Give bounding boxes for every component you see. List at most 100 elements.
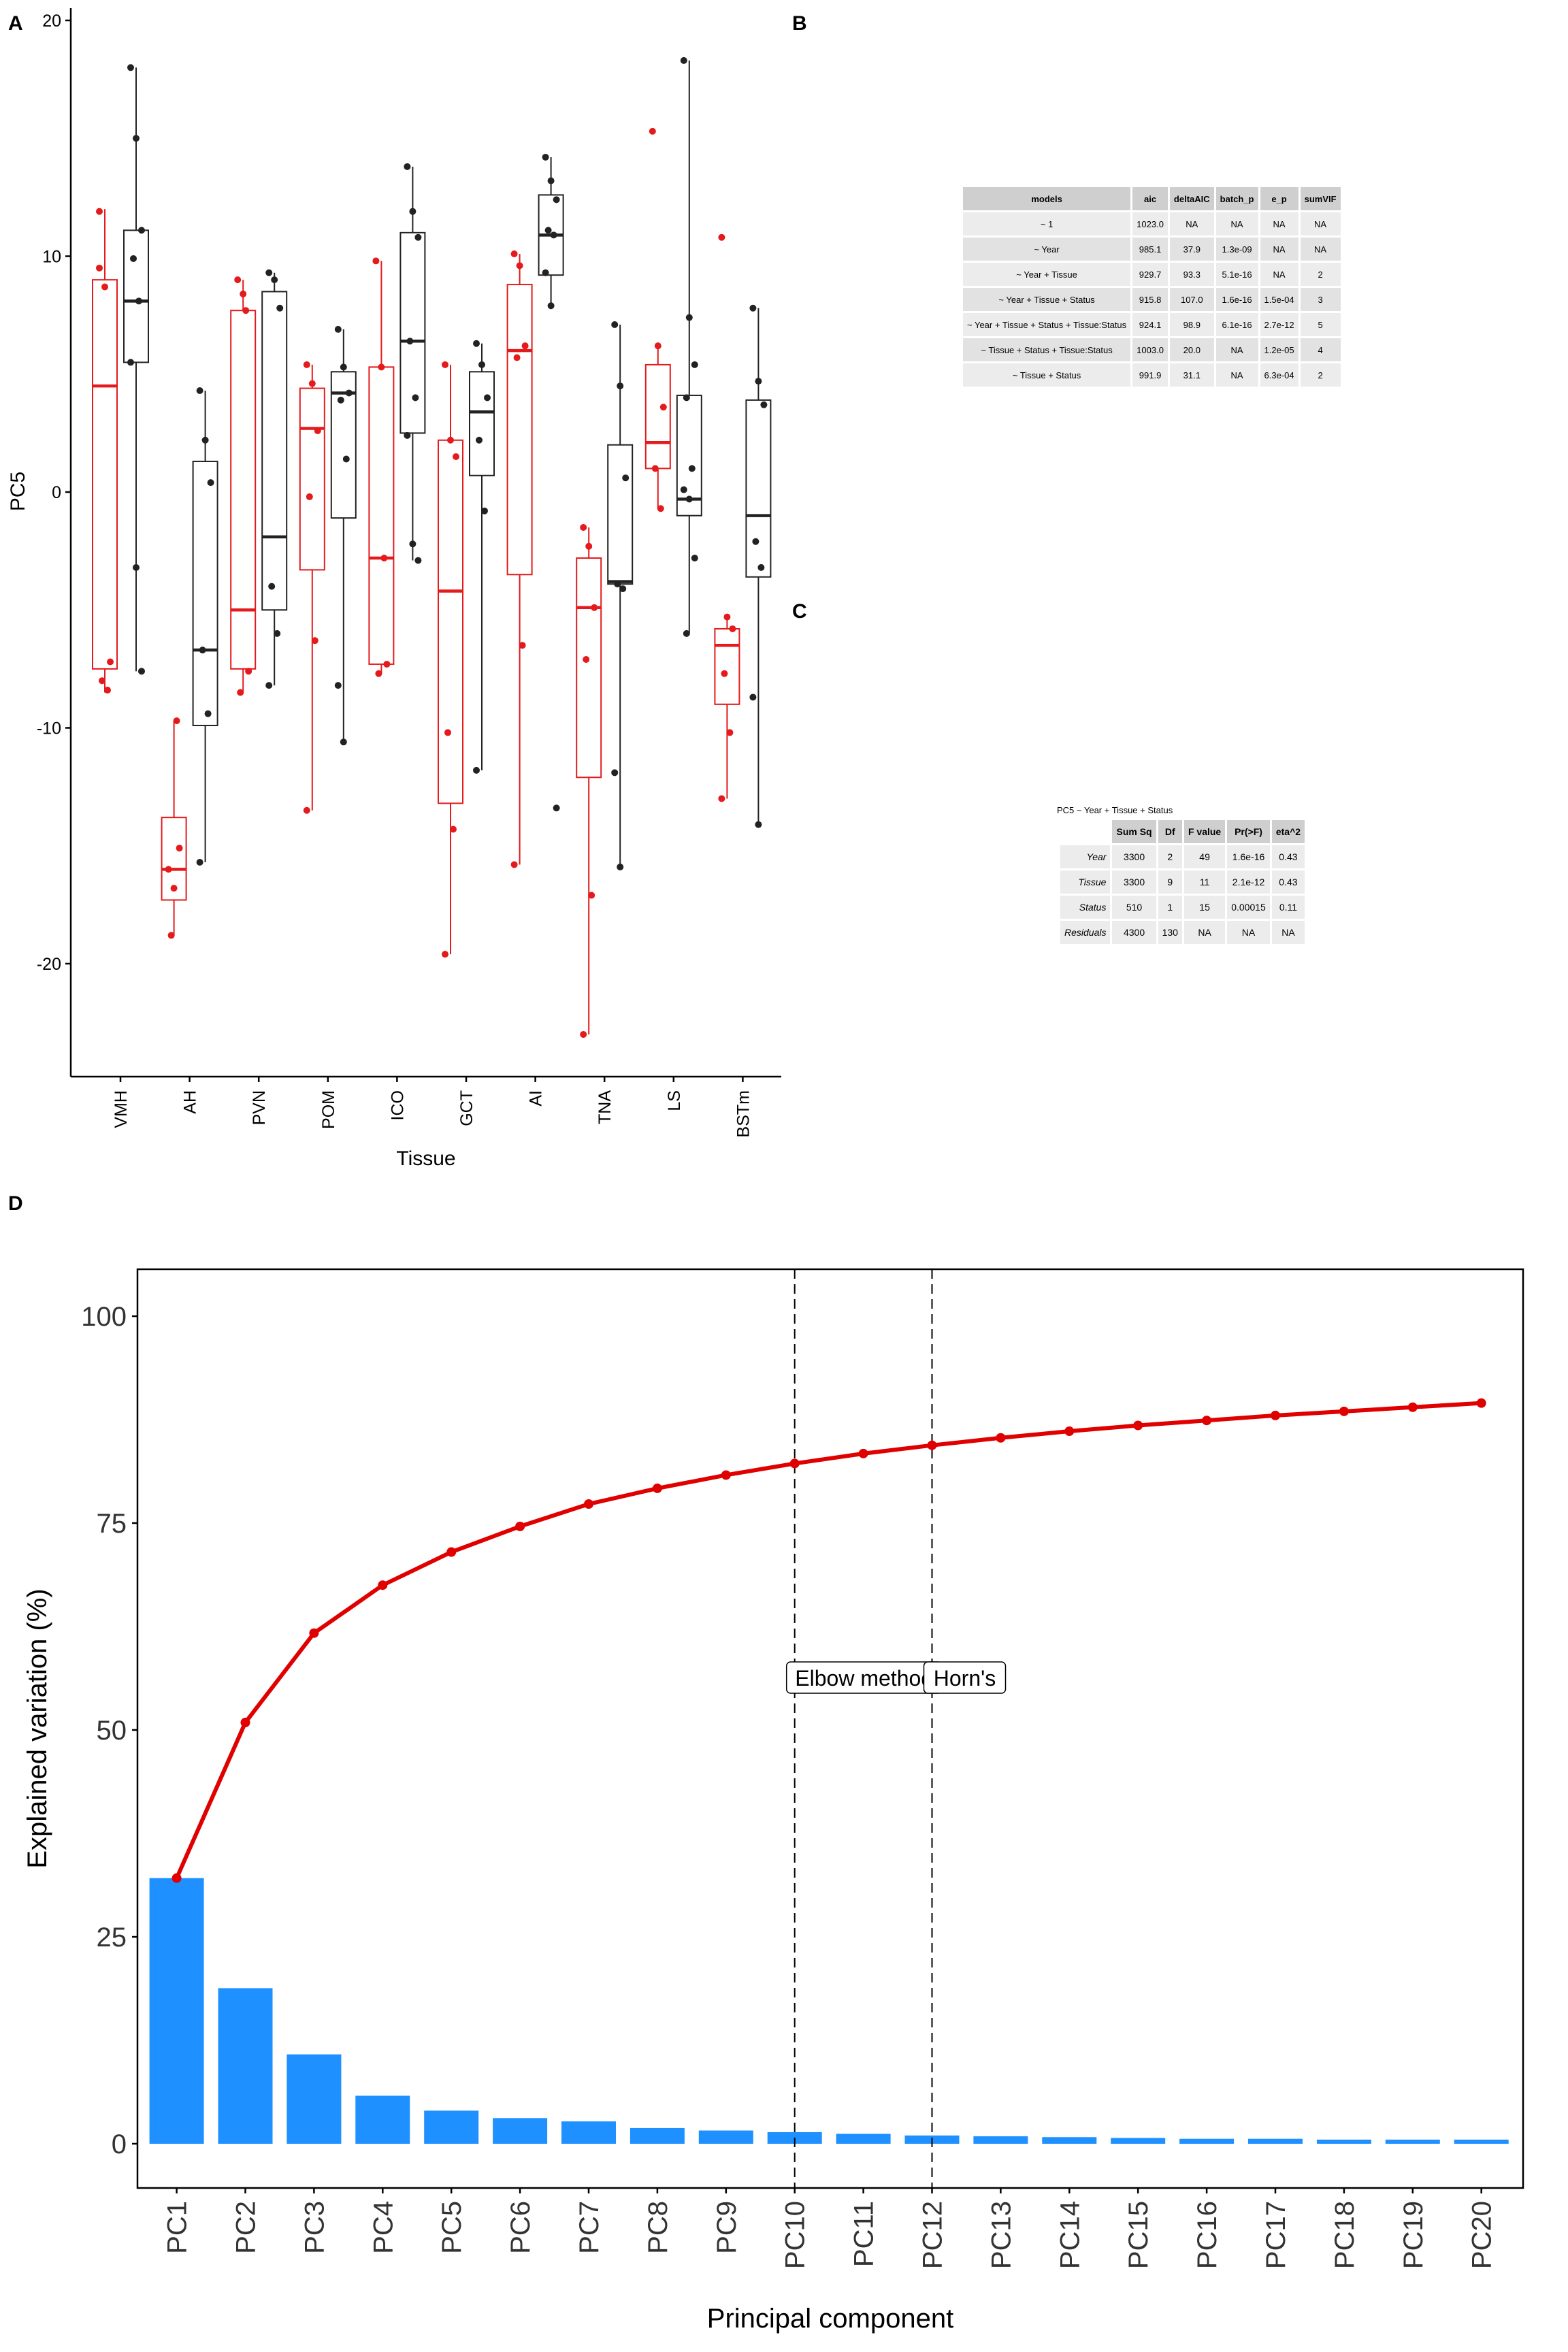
table-row: ~ Year 985.1 37.9 1.3e-09 NA NA xyxy=(963,238,1341,261)
y-tick-label-a: -10 xyxy=(37,719,61,738)
data-point xyxy=(306,493,313,500)
table-cell: 93.3 xyxy=(1169,263,1214,286)
axis-a-ylabel: PC5 xyxy=(7,472,29,511)
panel-label-c: C xyxy=(792,600,807,623)
table-row: Tissue 3300 9 11 2.1e-12 0.43 xyxy=(1060,870,1305,894)
data-point xyxy=(614,581,621,588)
table-cell: 1.6e-16 xyxy=(1215,288,1258,311)
x-tick-label-d: PC6 xyxy=(506,2201,536,2254)
data-point xyxy=(721,670,728,677)
table-cell: 49 xyxy=(1183,845,1226,868)
table-cell: 924.1 xyxy=(1132,313,1168,336)
box xyxy=(469,371,495,476)
table-cell: ~ Year + Tissue + Status + Tissue:Status xyxy=(963,313,1131,336)
data-point xyxy=(749,304,757,312)
table-cell: 9 xyxy=(1158,870,1182,894)
data-point xyxy=(619,585,627,593)
axis-a-xlabel: Tissue xyxy=(396,1147,455,1170)
table-cell: NA xyxy=(1215,363,1258,387)
data-point xyxy=(755,821,762,828)
y-tick-label-d: 25 xyxy=(97,1923,127,1953)
x-tick-label-d: PC16 xyxy=(1192,2201,1222,2269)
x-tick-label-d: PC10 xyxy=(781,2201,811,2269)
cumulative-point xyxy=(927,1440,937,1450)
box xyxy=(92,279,118,670)
data-point xyxy=(404,163,411,170)
bar xyxy=(630,2127,685,2144)
data-point xyxy=(510,250,518,258)
cumulative-point xyxy=(652,1483,662,1493)
box xyxy=(714,627,740,705)
data-point xyxy=(340,363,347,371)
data-point xyxy=(337,396,344,404)
table-c-col-header: Sum Sq xyxy=(1112,820,1156,843)
x-tick-label-d: PC11 xyxy=(849,2201,879,2267)
table-cell: ~ Year + Tissue + Status xyxy=(963,288,1131,311)
panel-label-a: A xyxy=(8,12,23,35)
y-tick-label-a: 0 xyxy=(52,483,61,502)
box xyxy=(676,394,702,517)
x-tick-label-d: PC9 xyxy=(712,2201,742,2254)
table-cell: 4 xyxy=(1300,338,1341,361)
plot-d-frame xyxy=(136,1268,1524,2189)
bar xyxy=(493,2118,548,2144)
box xyxy=(399,231,426,434)
data-point xyxy=(588,892,595,899)
box xyxy=(192,460,218,727)
data-point xyxy=(683,630,690,637)
data-point xyxy=(167,932,175,939)
data-point xyxy=(519,642,526,649)
table-row: ~ Year + Tissue 929.7 93.3 5.1e-16 NA 2 xyxy=(963,263,1341,286)
data-point xyxy=(659,404,667,411)
data-point xyxy=(176,845,183,852)
data-point xyxy=(649,127,656,135)
data-point xyxy=(611,769,619,777)
cumulative-point xyxy=(1476,1398,1486,1408)
table-cell: 107.0 xyxy=(1169,288,1214,311)
data-point xyxy=(591,604,598,611)
data-point xyxy=(96,208,103,215)
table-cell: 1 xyxy=(1158,896,1182,919)
table-cell: 991.9 xyxy=(1132,363,1168,387)
data-point xyxy=(444,729,451,736)
box xyxy=(438,439,463,804)
table-cell: 1.6e-16 xyxy=(1227,845,1270,868)
data-point xyxy=(513,354,521,361)
data-point xyxy=(340,738,347,746)
box xyxy=(368,366,395,665)
y-tick-label-d: 75 xyxy=(97,1509,127,1539)
data-point xyxy=(683,394,690,402)
table-row: ~ Year + Tissue + Status 915.8 107.0 1.6e-1… xyxy=(963,288,1341,311)
data-point xyxy=(383,660,391,668)
x-tick-label-d: PC18 xyxy=(1330,2201,1360,2269)
cumulative-line xyxy=(174,1401,1482,1879)
data-point xyxy=(133,135,140,142)
bar xyxy=(287,2054,342,2144)
table-cell: 37.9 xyxy=(1169,238,1214,261)
data-point xyxy=(726,729,734,736)
table-b-header-row: models aic deltaAIC batch_p e_p sumVIF xyxy=(963,187,1341,210)
data-point xyxy=(303,806,310,814)
box xyxy=(261,291,288,611)
axis-d-ylabel: Explained variation (%) xyxy=(22,1588,52,1868)
data-point xyxy=(718,795,725,802)
vline-label: Elbow method xyxy=(795,1666,933,1690)
data-point xyxy=(130,255,137,262)
table-row: ~ Tissue + Status + Tissue:Status 1003.0 2… xyxy=(963,338,1341,361)
data-point xyxy=(473,766,480,774)
data-point xyxy=(547,302,555,310)
data-point xyxy=(380,555,388,562)
table-cell: NA xyxy=(1169,212,1214,235)
x-tick-label-d: PC19 xyxy=(1399,2201,1428,2269)
data-point xyxy=(484,394,491,402)
bar xyxy=(1111,2138,1166,2144)
data-point xyxy=(580,523,587,531)
cumulative-point xyxy=(1339,1406,1349,1416)
data-point xyxy=(476,436,483,444)
table-cell: 11 xyxy=(1183,870,1226,894)
vline-label-box xyxy=(923,1661,1007,1694)
table-c-corner xyxy=(1060,820,1110,843)
data-point xyxy=(611,321,619,328)
table-cell: NA xyxy=(1227,921,1270,944)
table-cell: 0.11 xyxy=(1271,896,1305,919)
